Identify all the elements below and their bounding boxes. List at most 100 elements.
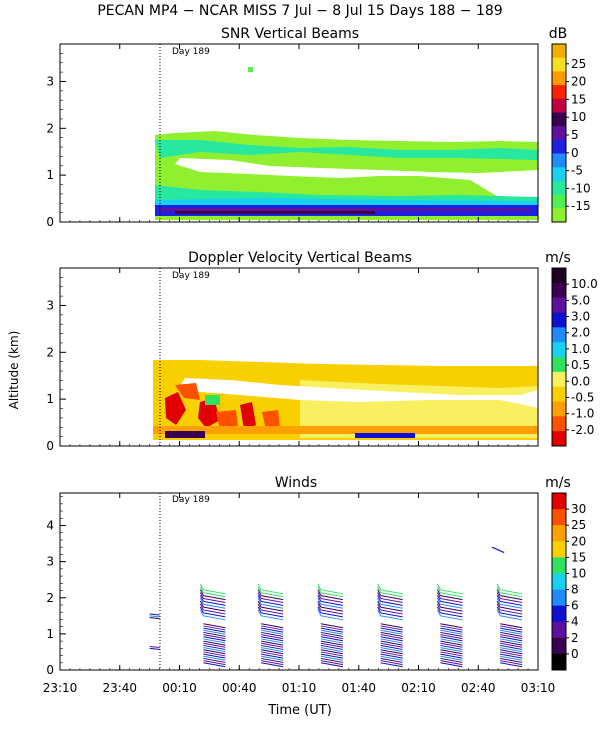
wind-barb-flag [436,598,441,605]
wind-barb [203,609,226,615]
wind-barb [149,615,160,618]
wind-barb [320,634,343,640]
colorbar-swatch [552,589,566,607]
wind-barb-flag [317,586,322,593]
wind-barb-flag [496,598,501,605]
wind-barb-flag [496,583,501,591]
wind-barb-flag [377,592,382,599]
wind-barb [380,647,403,653]
y-tick-label: 0 [46,215,54,229]
wind-barb [500,625,523,631]
wind-barb [149,646,160,649]
colorbar-label: 20 [571,534,586,548]
y-tick-label: 1 [46,168,54,182]
wind-barb-flag [317,600,322,608]
wind-barb [500,597,523,603]
wind-barb-flag [496,586,501,593]
wind-barb [203,638,226,644]
wind-barb-flag [377,583,382,591]
wind-barb [261,592,284,598]
wind-barb-flag [496,609,501,617]
wind-barb [320,623,343,629]
wind-barb-flag [199,589,204,596]
x-tick-label: 00:10 [162,681,197,695]
wind-barb [203,636,226,642]
wind-barb [380,592,403,598]
wind-barb [203,660,226,666]
y-tick-label: 2 [46,345,54,359]
wind-barb [261,612,284,618]
colorbar-swatch [552,401,566,417]
wind-barb-flag [377,598,382,605]
wind-barb-flag [257,586,262,593]
y-tick-label: 2 [46,591,54,605]
colorbar-label: 15 [571,550,586,564]
colorbar-label: -2.0 [571,423,594,437]
wind-barbs [149,546,523,668]
wind-barb [261,600,284,606]
wind-barb [261,603,284,609]
wind-barb [149,617,160,620]
wind-barb [203,606,226,612]
colorbar-label: 2 [571,631,579,645]
colorbar-label: 15 [571,92,586,106]
colorbar-swatch [552,573,566,591]
y-tick-label: 3 [46,74,54,88]
wind-barb [380,640,403,646]
wind-barb-flag [257,598,262,605]
colorbar-swatch [552,85,566,100]
wind-barb-flag [199,583,204,591]
x-tick-label: 02:40 [461,681,496,695]
wind-barb [500,642,523,648]
wind-barb [440,595,463,601]
colorbar-border [551,267,567,447]
colorbar-label: -0.5 [571,390,594,404]
colorbar-label: 30 [571,502,586,516]
colorbar-label: 1.0 [571,342,590,356]
wind-barb [320,647,343,653]
wind-barb [440,662,463,668]
wind-barb [500,592,523,598]
wind-barb [380,649,403,655]
wind-barb-flag [317,598,322,605]
colorbar-swatch [552,416,566,432]
snr-heatmap [155,67,538,220]
wind-barb [440,660,463,666]
colorbar-label: -5 [571,164,583,178]
doppler-green-cells [205,395,220,405]
colorbar-label: 5 [571,128,579,142]
wind-barb [203,612,226,618]
y-tick-label: 0 [46,439,54,453]
wind-barb [261,655,284,661]
wind-barb [500,662,523,668]
wind-barb [320,640,343,646]
colorbar-label: 10.0 [571,277,598,291]
colorbar-swatch [552,312,566,328]
wind-barb [320,631,343,637]
wind-barb [320,592,343,598]
wind-barb-flag [257,600,262,608]
y-tick-label: 4 [46,519,54,533]
colorbar-swatch [552,509,566,526]
colorbar-label: 25 [571,57,586,71]
colorbar-swatch [552,541,566,558]
wind-barb [261,644,284,650]
wind-barb [203,597,226,603]
colorbar-label: 0.5 [571,358,590,372]
wind-barb [440,589,463,595]
wind-barb-flag [436,603,441,611]
wind-barb-flag [377,606,382,614]
wind-barb-flag [257,606,262,614]
colorbar-swatch [552,637,566,655]
wind-barb [500,629,523,635]
wind-barb [261,647,284,653]
colorbar-label: 2.0 [571,326,590,340]
colorbar-label: 3.0 [571,310,590,324]
wind-barb-flag [377,595,382,602]
wind-barb [320,612,343,618]
x-tick-label: 01:10 [282,681,317,695]
colorbar-swatch [552,268,566,284]
